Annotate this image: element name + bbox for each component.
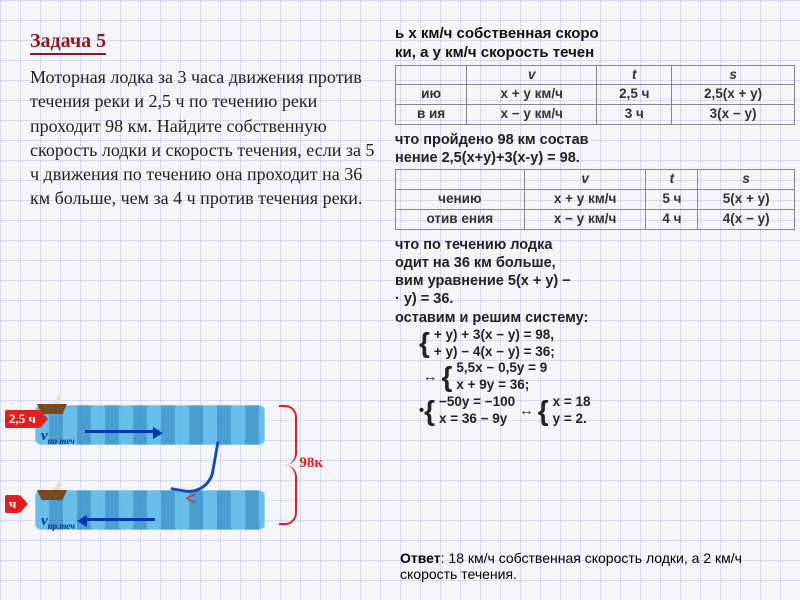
system-3: { −50y = −100 x = 36 − 9y ↔ { x = 18 y =…: [419, 394, 795, 428]
table-row: ию x + y км/ч 2,5 ч 2,5(x + y): [396, 85, 795, 105]
sol-line: вим уравнение 5(x + y) −: [395, 272, 795, 290]
arrow-icon: ↔: [423, 368, 438, 386]
brace-icon: {: [538, 400, 549, 422]
arrow-icon: ↔: [519, 402, 534, 420]
arrow-right-icon: [85, 430, 155, 433]
let-line-2: ки, а y км/ч скорость течен: [395, 44, 795, 63]
river-illustration: 2,5 ч ч vпо теч vпр.теч < 98к: [5, 390, 305, 550]
left-column: Задача 5 Моторная лодка за 3 часа движен…: [30, 30, 380, 211]
table-row: v t s: [396, 65, 795, 85]
sol-line: одит на 36 км больше,: [395, 254, 795, 272]
sol-line: что по течению лодка: [395, 236, 795, 254]
problem-text: Моторная лодка за 3 часа движения против…: [30, 65, 380, 211]
arrow-left-icon: [85, 518, 155, 521]
flag-top: 2,5 ч: [5, 410, 40, 428]
sol-line: что пройдено 98 км состав: [395, 131, 795, 149]
table-row: в ия x − y км/ч 3 ч 3(x − y): [396, 105, 795, 125]
table-row: v t s: [396, 170, 795, 190]
table-1: v t s ию x + y км/ч 2,5 ч 2,5(x + y) в и…: [395, 65, 795, 126]
distance-label: 98к: [299, 455, 323, 472]
brace-icon: {: [424, 400, 435, 422]
brace-icon: {: [419, 332, 430, 354]
v-label-bot: vпр.теч: [41, 513, 75, 531]
table-row: чению x + y км/ч 5 ч 5(x + y): [396, 190, 795, 210]
system-2: ↔ { 5,5x − 0,5y = 9 x + 9y = 36;: [419, 360, 795, 394]
v-label-top: vпо теч: [41, 428, 75, 446]
system-1: { + y) + 3(x − y) = 98, + y) − 4(x − y) …: [419, 327, 795, 361]
less-than-icon: <: [185, 488, 196, 511]
table-row: отив ения x − y км/ч 4 ч 4(x − y): [396, 210, 795, 230]
sol-line: · y) = 36.: [395, 290, 795, 308]
curly-brace-icon: [279, 405, 297, 525]
brace-icon: {: [442, 366, 453, 388]
answer-label: Ответ: [400, 550, 441, 566]
flag-bot: ч: [5, 495, 20, 513]
table-2: v t s чению x + y км/ч 5 ч 5(x + y) отив…: [395, 169, 795, 230]
boat-icon: [37, 480, 67, 500]
problem-title: Задача 5: [30, 30, 106, 55]
answer: Ответ: 18 км/ч собственная скорость лодк…: [400, 550, 790, 582]
answer-text: : 18 км/ч собственная скорость лодки, а …: [400, 550, 742, 582]
sol-eq: нение 2,5(x+y)+3(x-y) = 98.: [395, 149, 795, 167]
sol-line: оставим и решим систему:: [395, 309, 795, 327]
solution-column: ь x км/ч собственная скоро ки, а y км/ч …: [395, 25, 795, 428]
let-line-1: ь x км/ч собственная скоро: [395, 25, 795, 44]
